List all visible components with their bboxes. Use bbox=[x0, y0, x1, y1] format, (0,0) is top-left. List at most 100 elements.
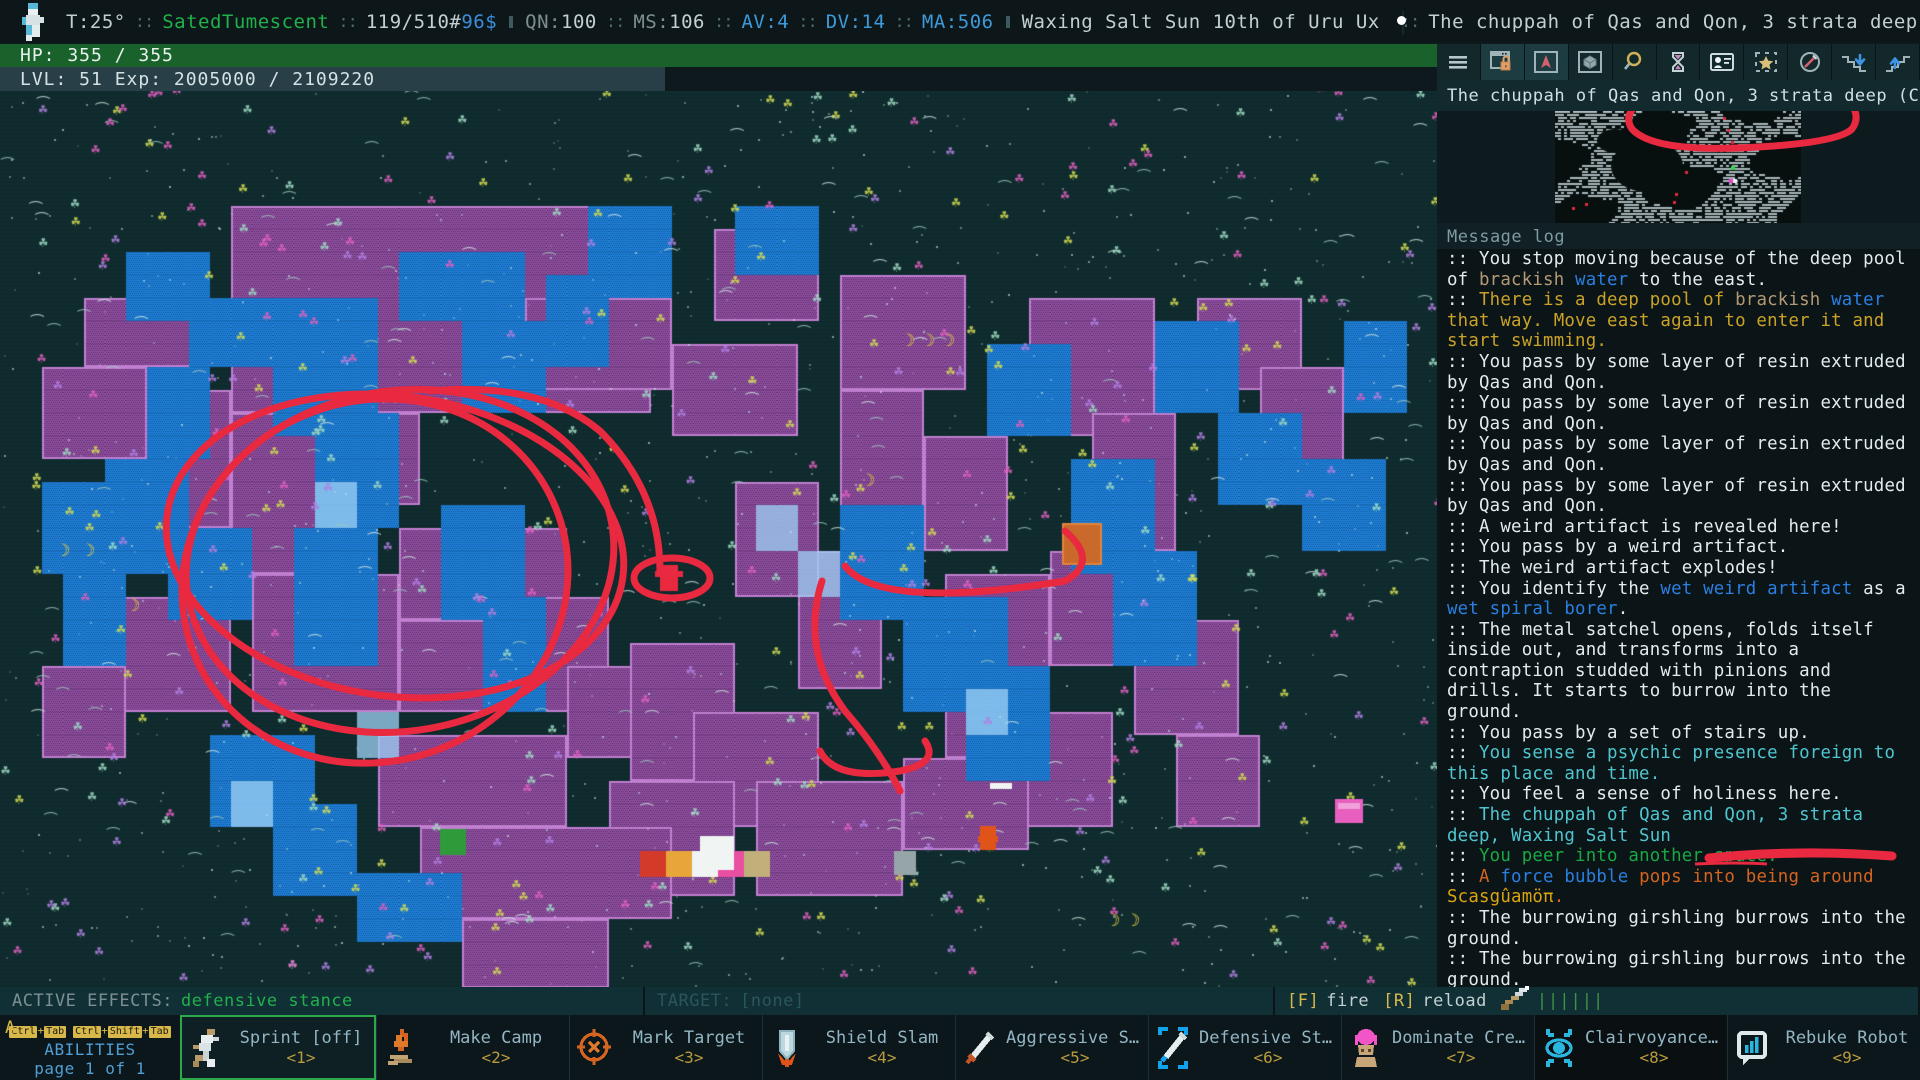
ability-text: Aggressive Stance<5> bbox=[1006, 1028, 1144, 1067]
temperature-readout: T:25° bbox=[66, 10, 126, 33]
message-log-body[interactable]: :: You stop moving because of the deep p… bbox=[1437, 249, 1920, 1009]
character-sheet-icon bbox=[1709, 50, 1735, 74]
ability-text: Dominate Creature<7> bbox=[1392, 1028, 1530, 1067]
abilities-keybinds: Ctrl + Tab Ctrl + Shift + Tab bbox=[9, 1024, 171, 1038]
log-text-span: to the east. bbox=[1628, 269, 1768, 290]
abilities-page: page 1 of 1 bbox=[34, 1059, 146, 1078]
log-text-span: :: You pass by a set of stairs up. bbox=[1447, 722, 1810, 743]
star-target-icon bbox=[1753, 50, 1779, 74]
ability-name: Sprint [off] bbox=[239, 1028, 363, 1048]
toolbar-stairs-down[interactable] bbox=[1832, 44, 1877, 80]
log-text-span: There is a deep pool of bbox=[1479, 290, 1736, 311]
log-text-span: that way. Move east again to enter it an… bbox=[1447, 310, 1885, 352]
toolbar-cube[interactable] bbox=[1568, 44, 1613, 80]
separator-dots-3: :: bbox=[605, 11, 626, 32]
right-side-panel: The chuppah of Qas and Qon, 3 strata dee… bbox=[1437, 44, 1920, 990]
ability-hotkey: <5> bbox=[1060, 1048, 1090, 1067]
dv-value: 14 bbox=[861, 10, 886, 33]
ability-name: Shield Slam bbox=[825, 1028, 939, 1048]
carry-weight: 119/510# bbox=[365, 10, 462, 33]
ability-slot-1[interactable]: Sprint [off] <1> bbox=[180, 1015, 376, 1080]
toolbar-character-sheet[interactable] bbox=[1700, 44, 1745, 80]
log-text-span: . bbox=[1617, 599, 1629, 620]
toolbar-star-target[interactable] bbox=[1744, 44, 1789, 80]
active-effects-label: ACTIVE EFFECTS: bbox=[12, 991, 174, 1011]
toolbar-compass-arrow[interactable] bbox=[1524, 44, 1569, 80]
log-text-span: :: The burrowing girshling burrows into … bbox=[1447, 908, 1906, 949]
log-line: :: A force bubble pops into being around… bbox=[1447, 867, 1912, 908]
log-text-span: :: You stop moving because of the deep p… bbox=[1447, 249, 1906, 290]
movespeed-label: MS: bbox=[633, 10, 670, 33]
ability-text: Defensive Stance<6> bbox=[1199, 1028, 1337, 1067]
log-line: :: The chuppah of Qas and Qon, 3 strata … bbox=[1447, 805, 1912, 846]
map-tiles-canvas[interactable] bbox=[0, 91, 1437, 987]
target-label: TARGET: bbox=[657, 991, 733, 1011]
log-text-span: :: The weird artifact explodes! bbox=[1447, 557, 1778, 578]
current-location-label: The chuppah of Qas and Qon, 3 strata dee… bbox=[1428, 10, 1920, 33]
log-text-span: as a bbox=[1852, 578, 1906, 599]
ability-slot-6[interactable]: Defensive Stance<6> bbox=[1148, 1015, 1341, 1080]
xp-text: LVL: 51 Exp: 2005000 / 2109220 bbox=[20, 68, 376, 90]
log-line: :: You peer into another space. bbox=[1447, 846, 1912, 867]
ability-slot-2[interactable]: Make Camp <2> bbox=[376, 1015, 569, 1080]
log-line: :: The burrowing girshling burrows into … bbox=[1447, 949, 1912, 990]
ability-name: Mark Target bbox=[632, 1028, 746, 1048]
ability-slot-4[interactable]: Shield Slam <4> bbox=[762, 1015, 955, 1080]
message-log-header: Message log bbox=[1437, 223, 1920, 249]
hunger-status: Sated bbox=[162, 10, 222, 33]
stairs-up-icon bbox=[1884, 50, 1912, 74]
kbd-shift: Shift bbox=[107, 1026, 142, 1038]
log-text-span: :: You identify the bbox=[1447, 578, 1661, 599]
toolbar-hamburger-menu[interactable] bbox=[1437, 44, 1481, 80]
ability-slot-9[interactable]: Rebuke Robot <9> bbox=[1727, 1015, 1920, 1080]
ability-hotkey: <3> bbox=[674, 1048, 704, 1067]
ability-slot-3[interactable]: Mark Target <3> bbox=[569, 1015, 762, 1080]
ability-slot-8[interactable]: Clairvoyance [20]<8> bbox=[1534, 1015, 1727, 1080]
map-viewport[interactable] bbox=[0, 91, 1437, 987]
log-text-span: :: You pass by some layer of resin extru… bbox=[1447, 434, 1906, 475]
log-text-span: :: bbox=[1447, 866, 1480, 887]
minimap[interactable] bbox=[1437, 111, 1920, 223]
active-effects-segment: ACTIVE EFFECTS: defensive stance bbox=[0, 987, 645, 1015]
fire-reload-segment[interactable]: [F] fire [R] reload |||||| bbox=[1275, 985, 1920, 1015]
money-amount: 96$ bbox=[461, 10, 498, 33]
robot-rebuke-icon bbox=[1732, 1026, 1772, 1070]
log-line: :: The burrowing girshling burrows into … bbox=[1447, 908, 1912, 949]
toolbar-hourglass[interactable] bbox=[1656, 44, 1701, 80]
ability-hotkey: <9> bbox=[1832, 1048, 1862, 1067]
minimap-canvas[interactable] bbox=[1555, 111, 1801, 223]
log-text-span: :: You pass by a weird artifact. bbox=[1447, 537, 1789, 558]
ability-slot-7[interactable]: Dominate Creature<7> bbox=[1341, 1015, 1534, 1080]
fire-label[interactable]: fire bbox=[1326, 991, 1370, 1011]
in-game-date: Waxing Salt Sun 10th of Uru Ux bbox=[1021, 10, 1380, 33]
ability-slot-5[interactable]: Aggressive Stance<5> bbox=[955, 1015, 1148, 1080]
ability-hotkey: <8> bbox=[1639, 1048, 1669, 1067]
panel-toolbar[interactable] bbox=[1437, 44, 1920, 80]
log-line: :: You pass by a weird artifact. bbox=[1447, 537, 1912, 558]
target-reticle-icon bbox=[574, 1026, 614, 1070]
ma-value: 506 bbox=[957, 10, 994, 33]
log-text-span: :: The metal satchel opens, folds itself… bbox=[1447, 619, 1874, 723]
ammo-indicator: |||||| bbox=[1536, 991, 1605, 1011]
log-line: :: You stop moving because of the deep p… bbox=[1447, 249, 1912, 290]
ability-name: Dominate Creature bbox=[1392, 1028, 1530, 1048]
toolbar-clock-dagger[interactable] bbox=[1788, 44, 1833, 80]
log-line: :: You pass by some layer of resin extru… bbox=[1447, 476, 1912, 517]
toolbar-magnifier[interactable] bbox=[1612, 44, 1657, 80]
ability-hotbar[interactable]: A Ctrl + Tab Ctrl + Shift + Tab ABILITIES page… bbox=[0, 1015, 1920, 1080]
player-portrait-icon[interactable] bbox=[14, 1, 54, 43]
reload-label[interactable]: reload bbox=[1422, 991, 1487, 1011]
ability-text: Mark Target <3> bbox=[620, 1028, 758, 1067]
target-segment[interactable]: TARGET: [none] bbox=[645, 987, 1275, 1015]
quickness-label: QN: bbox=[525, 10, 561, 33]
magnifier-icon bbox=[1621, 50, 1647, 74]
toolbar-stairs-up[interactable] bbox=[1876, 44, 1920, 80]
ability-name: Clairvoyance [20] bbox=[1585, 1028, 1723, 1048]
log-text-span: :: bbox=[1447, 846, 1480, 867]
toolbar-window-lock[interactable] bbox=[1480, 44, 1525, 80]
log-text-span: pops into being around bbox=[1628, 866, 1874, 887]
log-line: :: You pass by a set of stairs up. bbox=[1447, 723, 1912, 744]
hp-bar: HP: 355 / 355 bbox=[0, 44, 1437, 67]
log-text-span: A bbox=[1479, 866, 1501, 887]
ability-name: Make Camp bbox=[449, 1028, 543, 1048]
